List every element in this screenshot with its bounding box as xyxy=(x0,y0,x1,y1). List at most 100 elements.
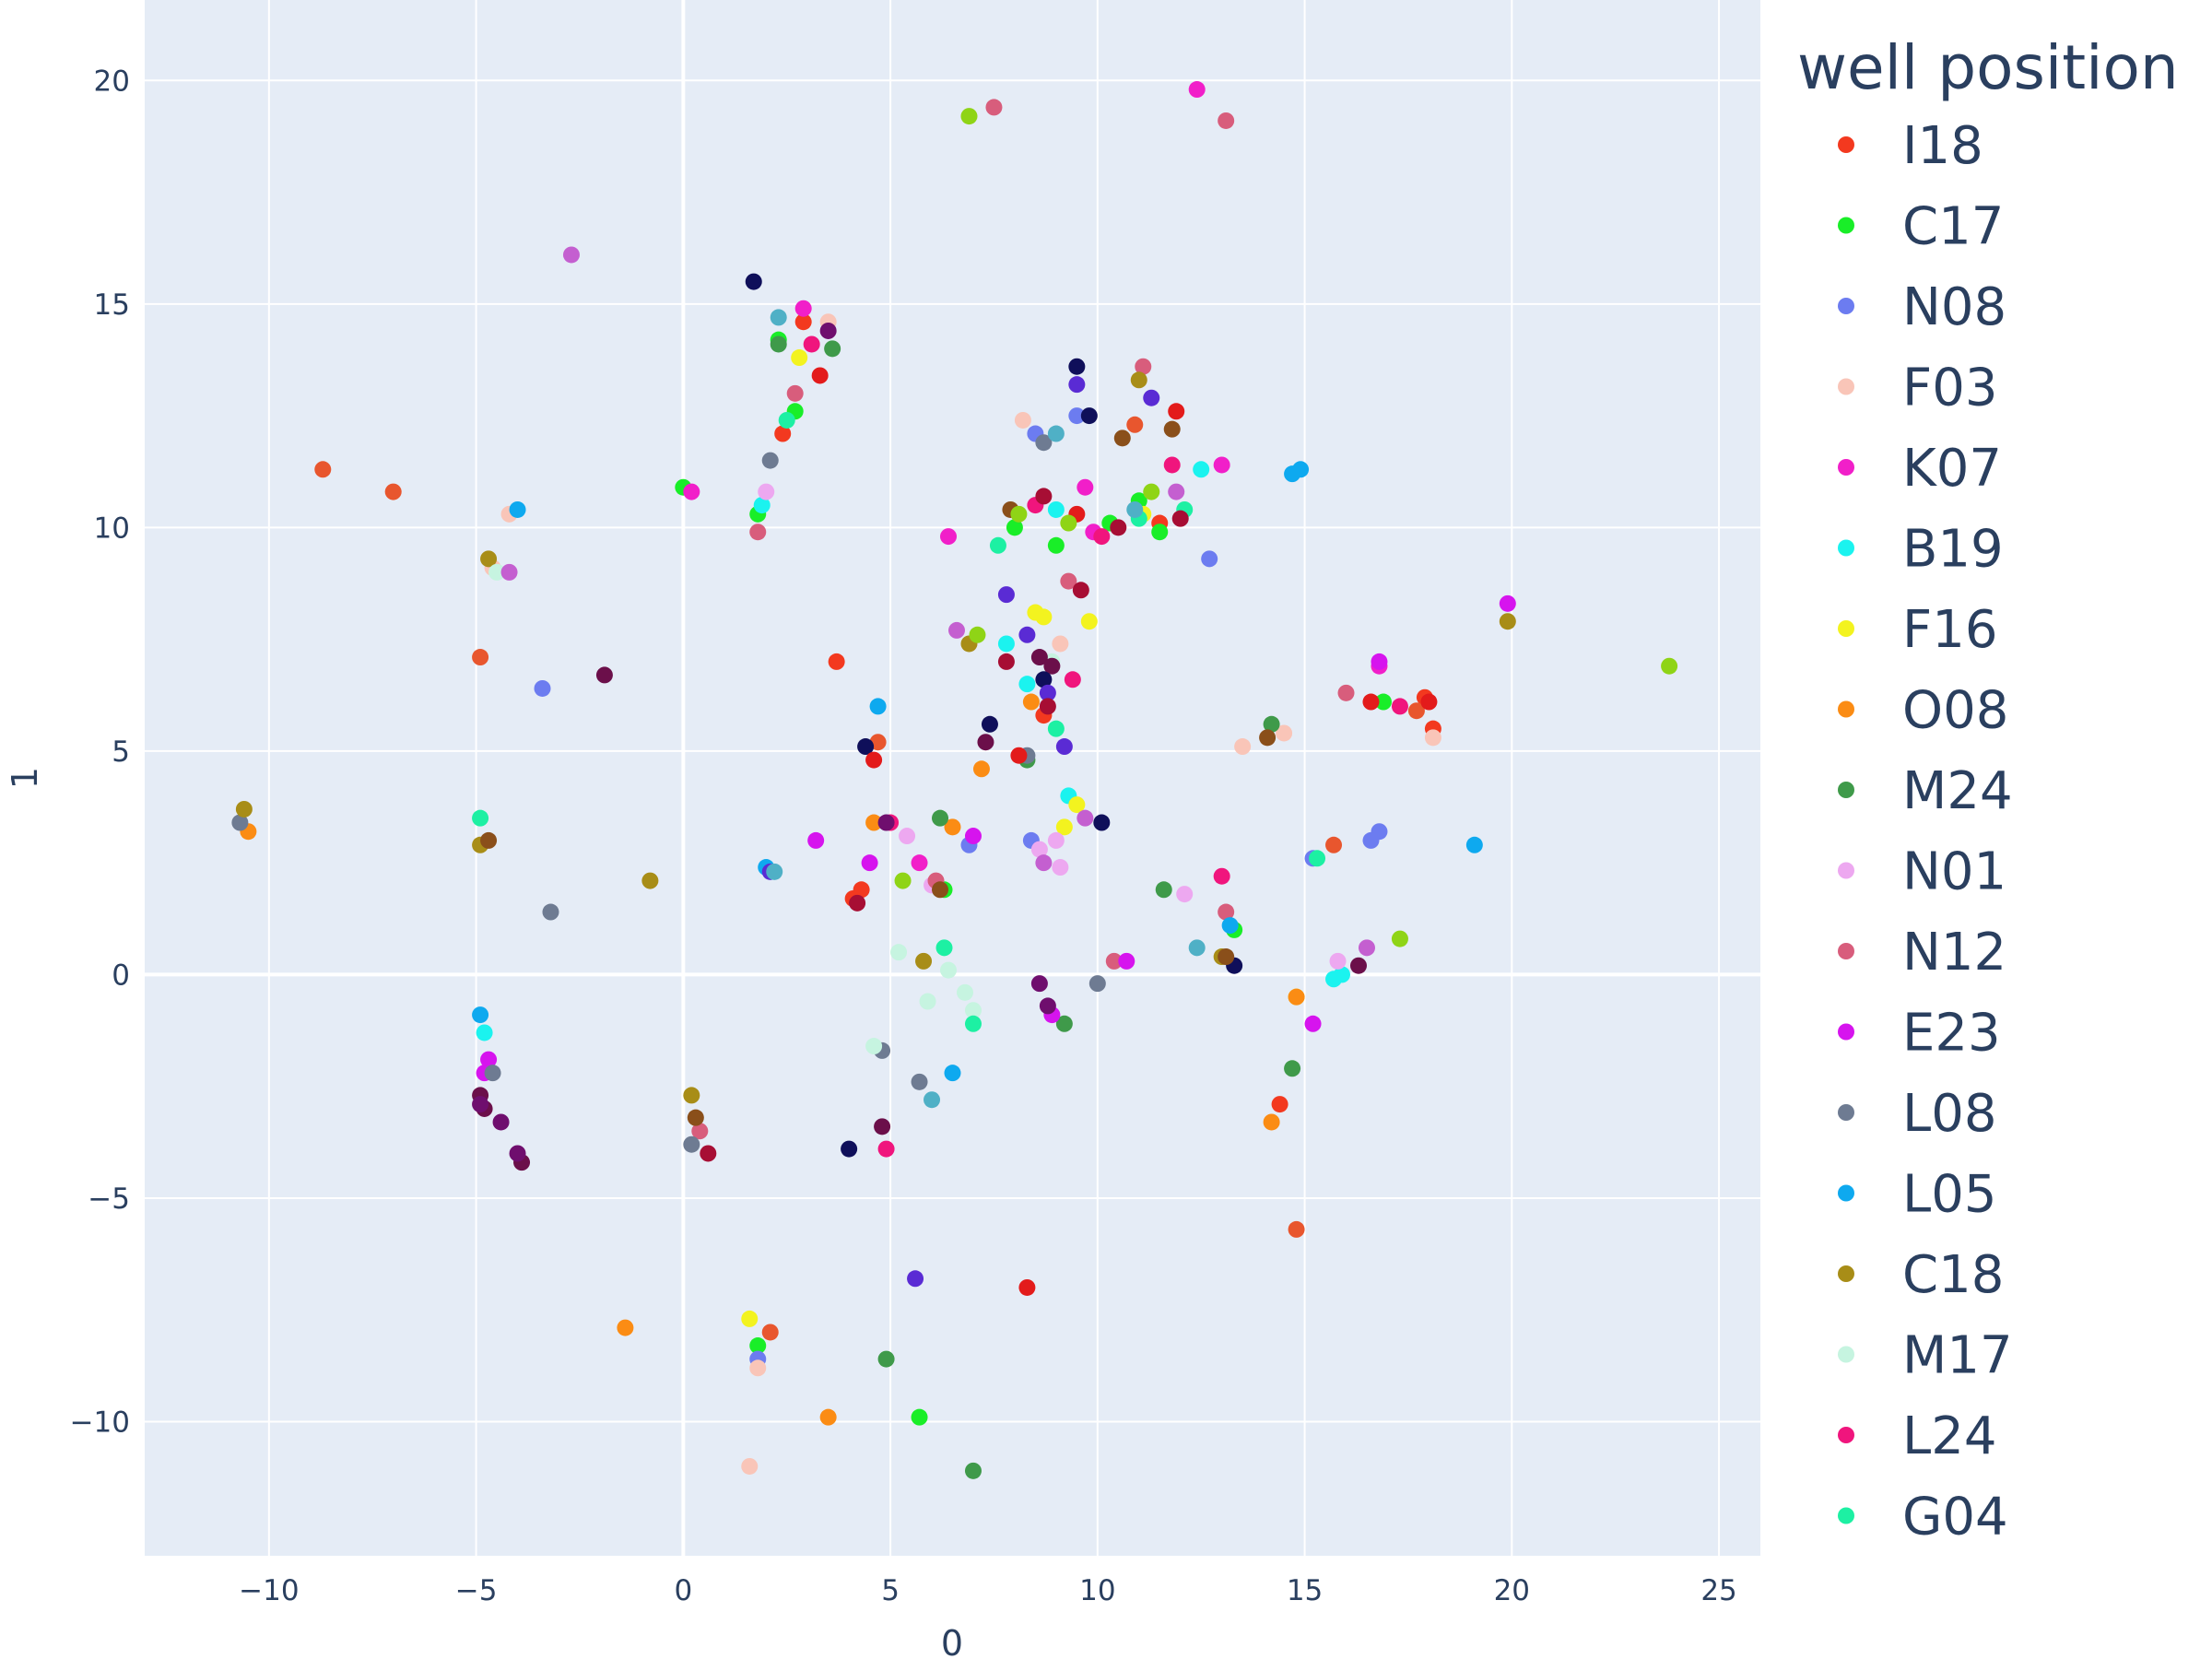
data-point xyxy=(1371,653,1388,670)
legend-marker xyxy=(1838,700,1854,718)
data-point xyxy=(1661,657,1678,675)
data-point xyxy=(687,1109,704,1126)
data-point xyxy=(807,831,825,849)
data-point xyxy=(509,500,526,518)
data-point xyxy=(894,872,912,889)
data-point xyxy=(492,1113,510,1131)
data-point xyxy=(1080,613,1098,630)
data-point xyxy=(824,340,841,358)
data-point xyxy=(770,335,787,353)
data-point xyxy=(683,483,700,500)
legend-item-label: O08 xyxy=(1902,681,2008,741)
x-tick-label: 10 xyxy=(1079,1574,1115,1607)
data-point xyxy=(964,828,982,845)
grid-lines xyxy=(145,0,1760,1556)
data-point xyxy=(1022,693,1040,711)
data-point xyxy=(1284,1060,1301,1077)
data-point xyxy=(944,1065,961,1082)
data-point xyxy=(1171,510,1189,527)
data-point xyxy=(1424,729,1441,747)
data-point xyxy=(1391,930,1408,947)
data-point xyxy=(907,1270,924,1288)
data-point xyxy=(472,1096,489,1113)
y-tick-label: 20 xyxy=(94,65,130,98)
x-tick-label: 25 xyxy=(1700,1574,1736,1607)
y-tick-label: 15 xyxy=(94,288,130,322)
data-point xyxy=(1218,948,1235,966)
data-point xyxy=(1325,836,1343,853)
data-point xyxy=(741,1310,759,1327)
legend-item-label: N01 xyxy=(1902,842,2006,902)
data-point xyxy=(1358,939,1375,957)
legend-item-label: K07 xyxy=(1902,439,2002,499)
data-point xyxy=(1047,536,1065,554)
legend-item-label: F16 xyxy=(1902,600,1997,660)
data-point xyxy=(803,335,820,353)
data-point xyxy=(985,99,1003,116)
data-point xyxy=(877,1140,895,1158)
data-point xyxy=(691,1123,709,1140)
data-point xyxy=(1014,411,1031,429)
data-point xyxy=(828,653,845,670)
legend-marker xyxy=(1838,862,1854,879)
data-point xyxy=(480,550,498,568)
data-point xyxy=(794,300,812,317)
legend-item-label: M24 xyxy=(1902,761,2013,821)
data-point xyxy=(935,939,953,957)
legend-marker xyxy=(1838,217,1854,234)
data-point xyxy=(857,738,875,756)
data-point xyxy=(1093,814,1111,831)
data-point xyxy=(1018,1278,1036,1296)
data-point xyxy=(794,313,812,331)
data-point xyxy=(786,384,804,402)
data-point xyxy=(617,1319,634,1336)
data-point xyxy=(534,679,551,697)
data-point xyxy=(940,528,958,546)
legend-marker xyxy=(1838,539,1854,557)
data-point xyxy=(1030,649,1048,666)
data-point xyxy=(1143,483,1160,500)
data-point xyxy=(1088,975,1106,993)
data-point xyxy=(1018,676,1036,693)
data-point xyxy=(1349,957,1367,974)
data-point xyxy=(480,831,498,849)
data-point xyxy=(1039,684,1056,701)
legend-item-label: I18 xyxy=(1902,116,1983,176)
data-point xyxy=(1391,698,1408,715)
legend-title: well position xyxy=(1797,32,2179,103)
legend-item-label: N08 xyxy=(1902,277,2006,337)
data-point xyxy=(1151,524,1169,541)
data-point xyxy=(1060,572,1077,590)
data-point xyxy=(480,1051,498,1068)
data-point xyxy=(1218,112,1235,129)
data-point xyxy=(542,903,559,921)
data-point xyxy=(1337,684,1355,701)
data-point xyxy=(1043,657,1061,675)
data-point xyxy=(1018,626,1036,643)
data-point xyxy=(964,1002,982,1019)
data-point xyxy=(997,653,1015,670)
data-point xyxy=(1126,500,1144,518)
data-point xyxy=(890,944,908,961)
data-point xyxy=(1188,939,1206,957)
data-point xyxy=(915,952,933,970)
data-point xyxy=(849,894,866,912)
data-point xyxy=(1068,358,1086,375)
data-point xyxy=(1143,389,1160,406)
x-tick-label: −10 xyxy=(239,1574,299,1607)
data-point xyxy=(861,854,878,872)
data-point xyxy=(753,497,771,514)
y-axis-title: 1 xyxy=(5,767,45,789)
data-point xyxy=(484,1065,501,1082)
legend-marker xyxy=(1838,620,1854,637)
legend-marker xyxy=(1838,1427,1854,1443)
data-point xyxy=(1168,403,1185,420)
legend-marker xyxy=(1838,1023,1854,1041)
data-point xyxy=(562,246,580,264)
data-point xyxy=(1035,434,1053,452)
data-point xyxy=(745,273,762,290)
data-point xyxy=(865,751,883,769)
data-point xyxy=(947,621,965,639)
data-point xyxy=(964,1462,982,1479)
data-point xyxy=(1126,416,1144,433)
